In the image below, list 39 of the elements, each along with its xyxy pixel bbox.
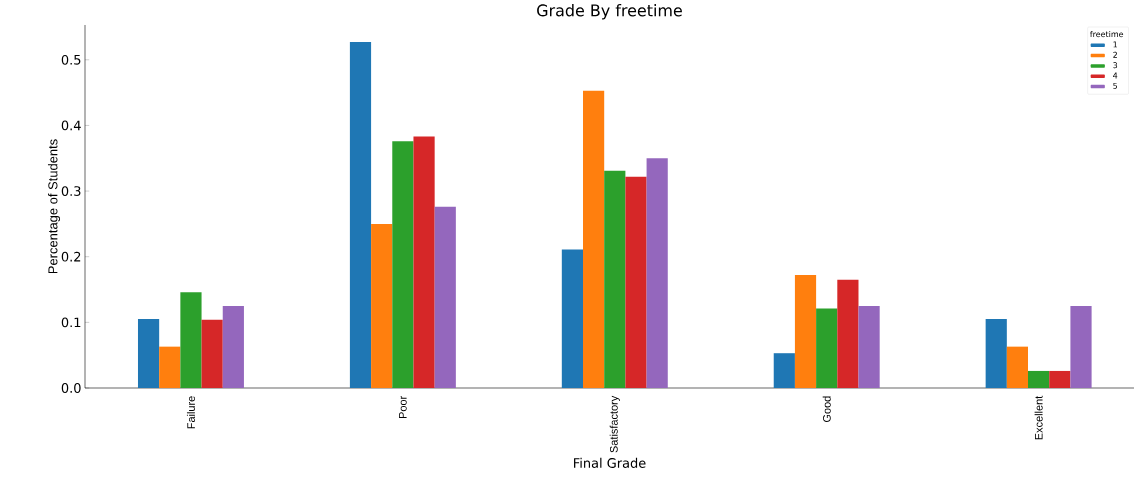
bar (1028, 370, 1050, 388)
bar (222, 305, 244, 388)
x-tick-label: Failure (186, 396, 195, 429)
y-tick-label: 0.0 (61, 383, 81, 393)
bar (773, 353, 795, 388)
bar (413, 136, 435, 388)
bar (349, 42, 372, 388)
bar (646, 158, 668, 388)
bar (1049, 370, 1071, 388)
bar (201, 319, 223, 388)
bar (583, 90, 605, 388)
bar (837, 279, 859, 388)
bar (159, 346, 181, 388)
bar (858, 305, 880, 388)
bar (392, 141, 414, 388)
y-tick-label: 0.3 (61, 186, 81, 196)
bar (137, 319, 160, 388)
x-tick-label: Excellent (1034, 395, 1043, 440)
x-tick-label: Poor (399, 395, 407, 419)
chart-title: Grade By freetime (537, 4, 682, 20)
y-tick-label: 0.1 (61, 317, 81, 328)
bar (985, 319, 1007, 388)
bar (816, 308, 838, 388)
y-axis-title: Percentage of Students (47, 139, 61, 274)
bar (434, 206, 456, 388)
x-tick-label: Good (822, 396, 831, 423)
bar (625, 176, 647, 388)
bar (180, 292, 202, 388)
bar (561, 249, 583, 388)
y-tick-label: 0.5 (61, 54, 81, 65)
bar (371, 223, 393, 388)
y-tick-label: 0.4 (61, 120, 81, 131)
y-tick-label: 0.2 (61, 251, 81, 262)
bar (794, 275, 817, 388)
bar (1006, 346, 1029, 388)
bar (604, 170, 626, 388)
bar (1070, 305, 1092, 388)
x-axis-title: Final Grade (574, 457, 646, 468)
x-tick-label: Satisfactory (609, 395, 620, 453)
